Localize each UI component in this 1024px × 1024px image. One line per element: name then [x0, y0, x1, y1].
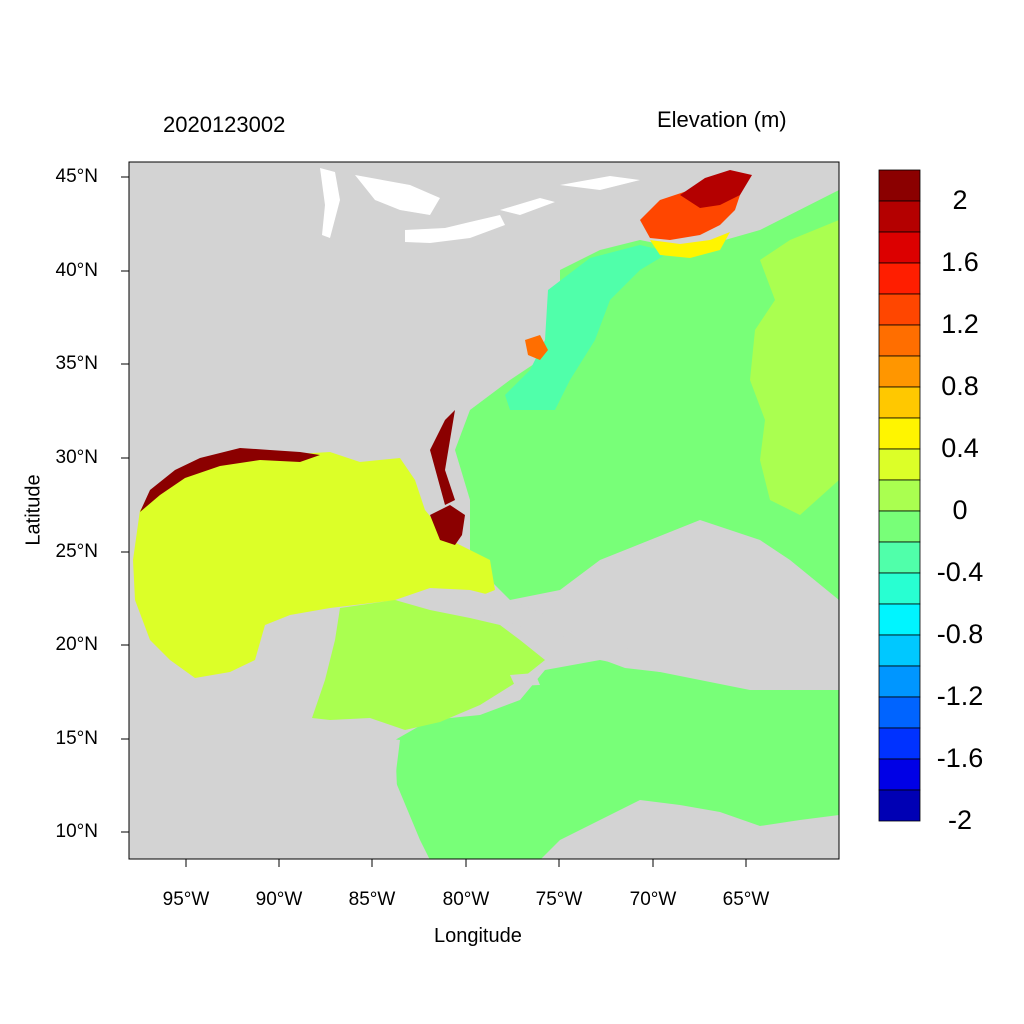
lat-tick-label: 45°N [55, 166, 98, 187]
cuba [395, 588, 575, 638]
southeast-coast-surge [430, 410, 455, 505]
colorbar-segment [878, 634, 921, 667]
lat-tick-label: 30°N [55, 447, 98, 468]
lon-tick-label: 65°W [722, 889, 770, 910]
lat-tick-label: 35°N [55, 353, 98, 374]
colorbar-segment [878, 293, 921, 326]
colorbar-segment [878, 603, 921, 636]
east-atlantic-patch [750, 220, 839, 515]
date-stamp: 2020123002 [163, 112, 286, 137]
colorbar-label: 1.6 [941, 247, 979, 277]
colorbar-segment [878, 665, 921, 698]
lat-tick-label: 25°N [55, 541, 98, 562]
shelf-water [505, 245, 670, 410]
hispaniola [590, 648, 680, 672]
colorbar-segment [878, 231, 921, 264]
colorbar-segment [878, 386, 921, 419]
colorbar-segment [878, 758, 921, 791]
colorbar-label: 0.4 [941, 433, 979, 463]
colorbar-label: -1.6 [936, 743, 984, 773]
colorbar-segment [878, 479, 921, 512]
colorbar-segment [878, 696, 921, 729]
gulf-of-maine-edge [650, 232, 730, 258]
lon-tick-label: 70°W [629, 889, 677, 910]
colorbar-segment [878, 448, 921, 481]
lat-tick-label: 20°N [55, 634, 98, 655]
colorbar-label: 0.8 [941, 371, 979, 401]
map-title: Elevation (m) [657, 107, 787, 132]
jamaica [510, 673, 540, 686]
gulf-of-mexico [133, 452, 495, 678]
lon-tick-label: 90°W [255, 889, 303, 910]
map-area [129, 162, 839, 859]
lon-tick-label: 85°W [348, 889, 396, 910]
colorbar-segment [878, 572, 921, 605]
colorbar-label: -2 [947, 805, 972, 835]
colorbar-segment [878, 355, 921, 388]
northern-gulf-coast-surge [140, 448, 320, 512]
lat-tick-label: 40°N [55, 260, 98, 281]
florida-surge [430, 505, 465, 545]
colorbar [878, 169, 921, 822]
lon-tick-marks [185, 859, 747, 867]
lon-tick-label: 95°W [162, 889, 210, 910]
colorbar-label: -1.2 [936, 681, 984, 711]
colorbar-segment [878, 727, 921, 760]
colorbar-segment [878, 200, 921, 233]
colorbar-label: 2 [952, 185, 968, 215]
colorbar-label: 1.2 [941, 309, 979, 339]
gulf-of-maine-peak [680, 170, 752, 208]
lat-tick-marks [121, 176, 129, 833]
plot-frame [128, 161, 840, 860]
colorbar-segment [878, 510, 921, 543]
colorbar-label: -0.4 [936, 557, 984, 587]
colorbar-segment [878, 169, 921, 202]
caribbean-west [312, 600, 545, 730]
colorbar-segment [878, 262, 921, 295]
atlantic-water [395, 190, 839, 859]
colorbar-segment [878, 789, 921, 822]
colorbar-label: -0.8 [936, 619, 984, 649]
y-axis-label: Latitude [22, 474, 45, 546]
south-america [541, 800, 839, 859]
colorbar-segment [878, 324, 921, 357]
lon-tick-label: 75°W [535, 889, 583, 910]
great-lakes [320, 168, 640, 243]
colorbar-segment [878, 417, 921, 450]
lat-tick-label: 15°N [55, 728, 98, 749]
lat-tick-label: 10°N [55, 821, 98, 842]
colorbar-segment [878, 541, 921, 574]
x-axis-label: Longitude [434, 925, 522, 947]
lon-tick-label: 80°W [442, 889, 490, 910]
central-america [129, 715, 430, 859]
chesapeake-surge [525, 335, 548, 360]
colorbar-label: 0 [952, 495, 968, 525]
